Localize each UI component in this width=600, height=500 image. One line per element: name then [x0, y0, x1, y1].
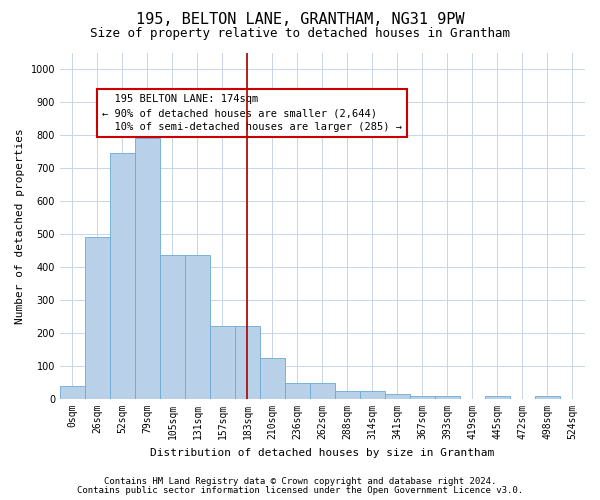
Text: Contains public sector information licensed under the Open Government Licence v3: Contains public sector information licen… — [77, 486, 523, 495]
Bar — [485, 396, 510, 399]
X-axis label: Distribution of detached houses by size in Grantham: Distribution of detached houses by size … — [151, 448, 494, 458]
Bar — [185, 256, 210, 399]
Text: 195, BELTON LANE, GRANTHAM, NG31 9PW: 195, BELTON LANE, GRANTHAM, NG31 9PW — [136, 12, 464, 28]
Bar — [285, 382, 310, 399]
Bar — [260, 358, 285, 399]
Bar — [360, 391, 385, 399]
Bar — [135, 138, 160, 399]
Text: Contains HM Land Registry data © Crown copyright and database right 2024.: Contains HM Land Registry data © Crown c… — [104, 477, 496, 486]
Bar — [410, 396, 435, 399]
Text: Size of property relative to detached houses in Grantham: Size of property relative to detached ho… — [90, 28, 510, 40]
Bar — [335, 391, 360, 399]
Bar — [535, 396, 560, 399]
Bar — [210, 326, 235, 399]
Bar — [435, 396, 460, 399]
Bar — [85, 238, 110, 399]
Bar — [160, 256, 185, 399]
Bar — [385, 394, 410, 399]
Bar — [235, 326, 260, 399]
Text: 195 BELTON LANE: 174sqm
← 90% of detached houses are smaller (2,644)
  10% of se: 195 BELTON LANE: 174sqm ← 90% of detache… — [102, 94, 402, 132]
Bar — [110, 153, 135, 399]
Bar — [310, 382, 335, 399]
Y-axis label: Number of detached properties: Number of detached properties — [15, 128, 25, 324]
Bar — [60, 386, 85, 399]
